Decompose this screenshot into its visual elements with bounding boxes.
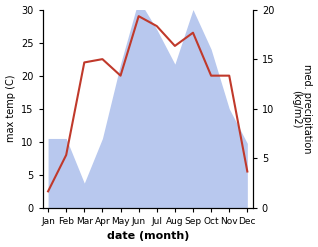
X-axis label: date (month): date (month) bbox=[107, 231, 189, 242]
Y-axis label: max temp (C): max temp (C) bbox=[5, 75, 16, 143]
Y-axis label: med. precipitation
(kg/m2): med. precipitation (kg/m2) bbox=[291, 64, 313, 153]
